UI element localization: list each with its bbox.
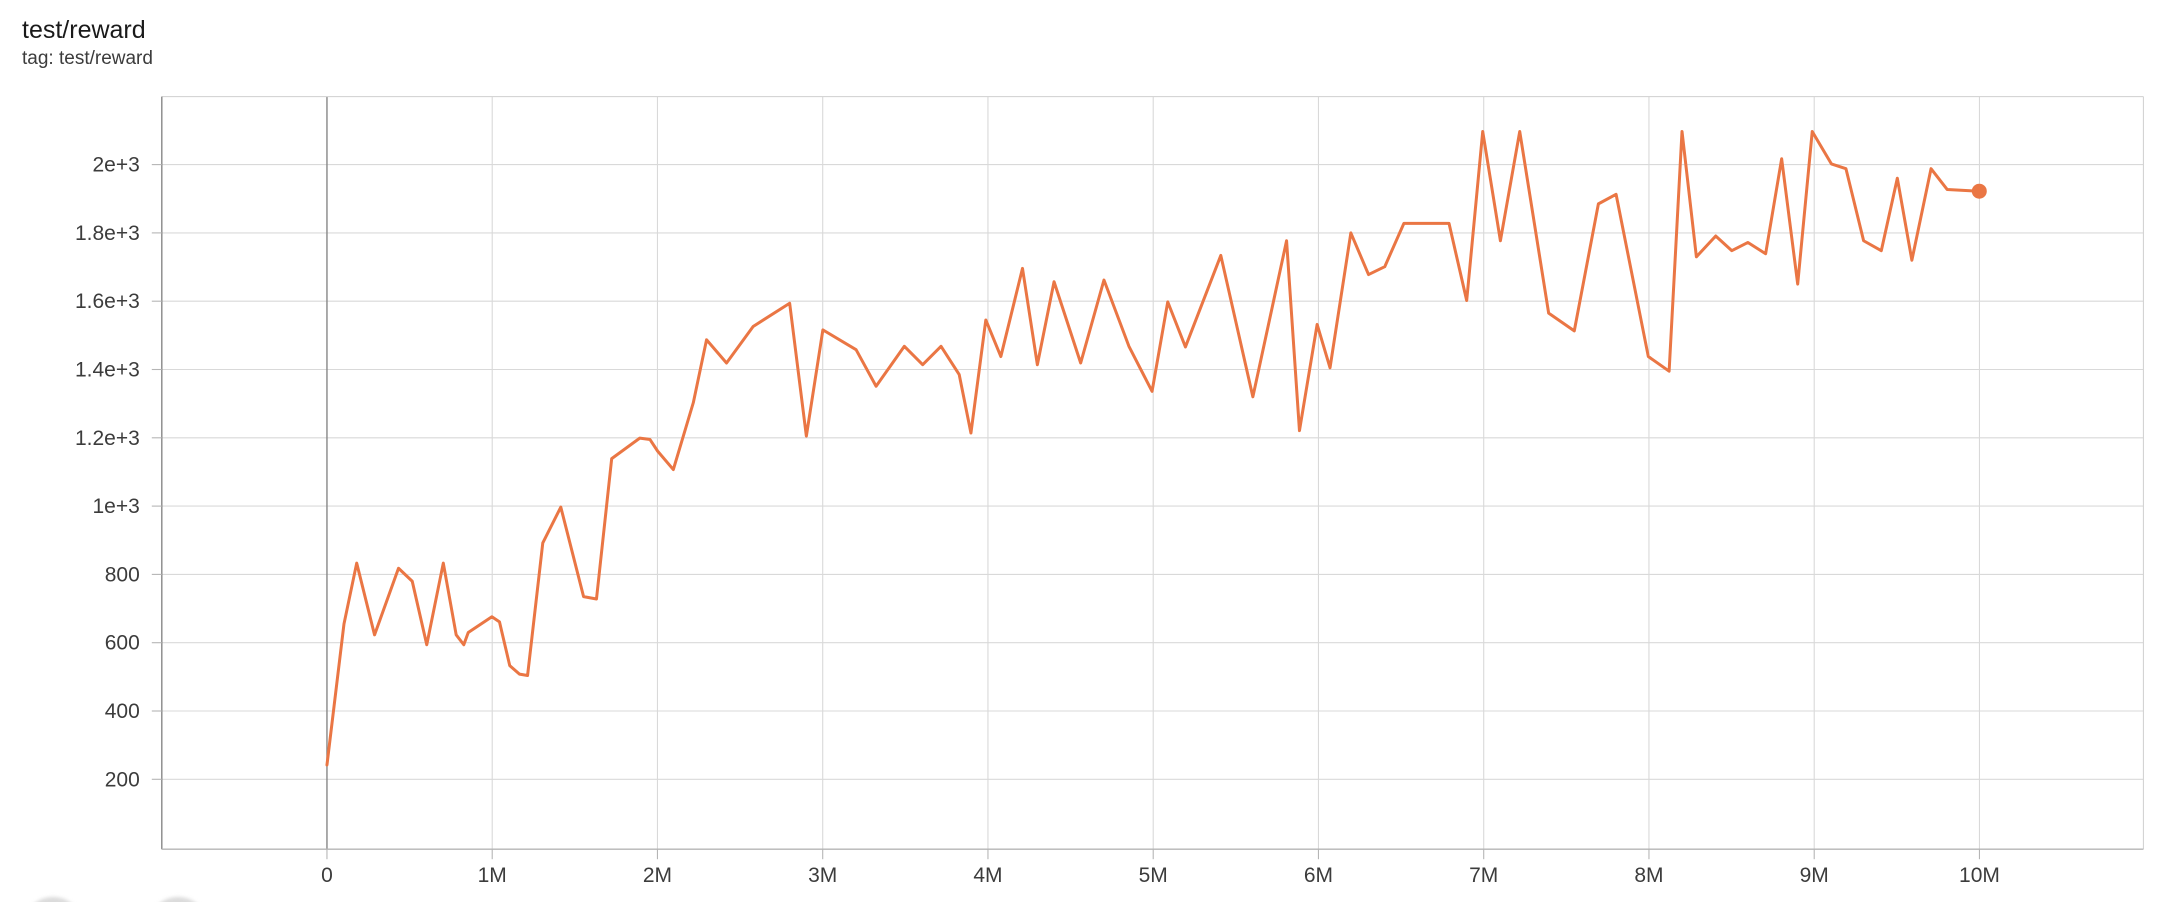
svg-text:5M: 5M — [1139, 864, 1168, 887]
svg-text:800: 800 — [105, 563, 140, 586]
svg-text:1.2e+3: 1.2e+3 — [75, 427, 140, 450]
svg-text:2e+3: 2e+3 — [92, 154, 139, 177]
svg-text:10M: 10M — [1959, 864, 2000, 887]
svg-text:200: 200 — [105, 768, 140, 791]
svg-text:400: 400 — [105, 700, 140, 723]
svg-text:6M: 6M — [1304, 864, 1333, 887]
svg-text:0: 0 — [321, 864, 333, 887]
svg-text:600: 600 — [105, 632, 140, 655]
svg-text:7M: 7M — [1469, 864, 1498, 887]
svg-text:3M: 3M — [808, 864, 837, 887]
svg-text:1.8e+3: 1.8e+3 — [75, 222, 140, 245]
svg-text:1.4e+3: 1.4e+3 — [75, 359, 140, 382]
svg-text:1e+3: 1e+3 — [92, 495, 139, 518]
svg-text:4M: 4M — [973, 864, 1002, 887]
svg-text:2M: 2M — [643, 864, 672, 887]
svg-text:1M: 1M — [478, 864, 507, 887]
svg-text:9M: 9M — [1800, 864, 1829, 887]
svg-text:1.6e+3: 1.6e+3 — [75, 290, 140, 313]
svg-text:8M: 8M — [1634, 864, 1663, 887]
